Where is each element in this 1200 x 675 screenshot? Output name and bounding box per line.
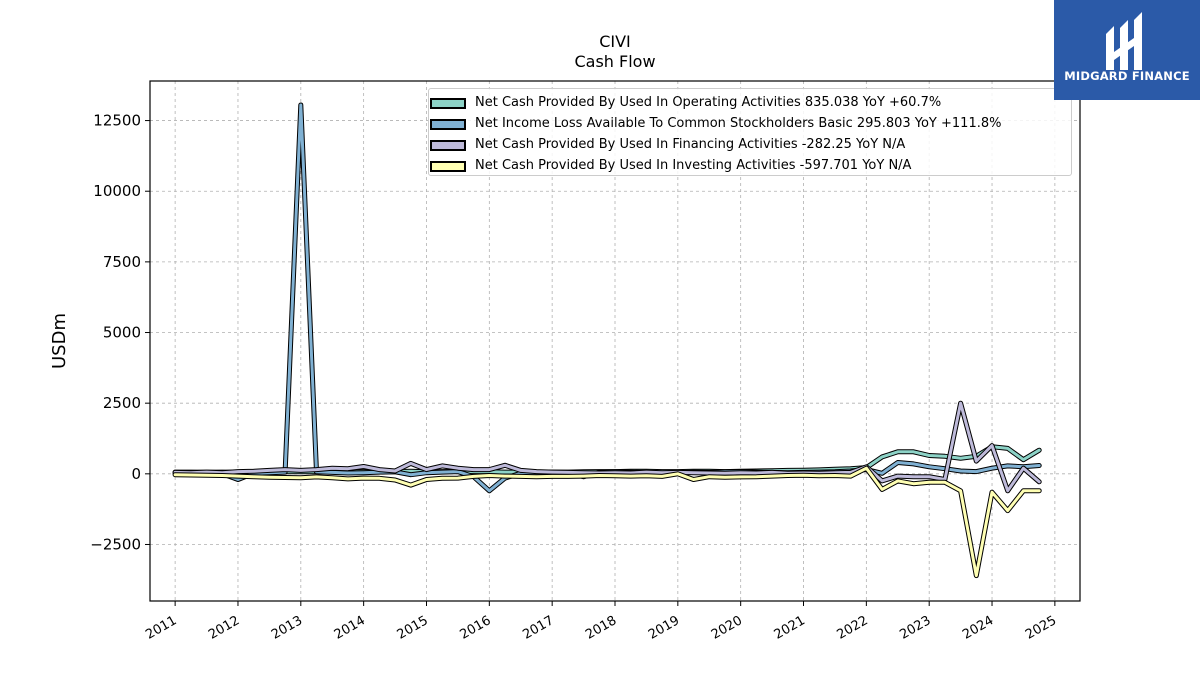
x-tick-label: 2019	[646, 613, 682, 643]
x-tick-label: 2013	[269, 613, 305, 643]
y-tick-label: 2500	[103, 394, 141, 412]
x-tick-label: 2024	[960, 613, 996, 643]
y-tick-label: −2500	[90, 535, 141, 553]
legend-item-financing: Net Cash Provided By Used In Financing A…	[429, 135, 1071, 156]
chart-subtitle: Cash Flow	[574, 52, 656, 71]
x-tick-label: 2025	[1023, 613, 1059, 643]
y-tick-label: 0	[131, 465, 141, 483]
x-tick-label: 2016	[457, 613, 493, 643]
x-tick-label: 2015	[395, 613, 431, 643]
legend-swatch-financing	[430, 140, 466, 151]
x-tick-label: 2018	[583, 613, 619, 643]
y-tick-label: 7500	[103, 253, 141, 271]
chart-title: CIVI	[599, 32, 631, 51]
series-investing	[172, 465, 1042, 579]
chart-legend: Net Cash Provided By Used In Operating A…	[428, 88, 1072, 176]
legend-swatch-net-income	[430, 119, 466, 130]
x-tick-label: 2020	[709, 613, 745, 643]
y-axis-label: USDm	[49, 313, 70, 369]
legend-label-net-income: Net Income Loss Available To Common Stoc…	[475, 116, 1002, 131]
midgard-finance-logo: MIDGARD FINANCE	[1054, 0, 1200, 100]
legend-label-financing: Net Cash Provided By Used In Financing A…	[475, 137, 906, 152]
series-financing	[172, 400, 1042, 494]
logo-text: MIDGARD FINANCE	[1064, 69, 1190, 83]
y-tick-label: 10000	[93, 182, 141, 200]
x-tick-label: 2011	[143, 613, 179, 643]
x-tick-label: 2014	[332, 613, 368, 643]
midgard-logo-icon	[1106, 12, 1142, 70]
legend-item-net-income: Net Income Loss Available To Common Stoc…	[429, 114, 1071, 135]
legend-swatch-operating	[430, 98, 466, 109]
series-line-financing	[173, 401, 1041, 493]
series-line-investing	[173, 466, 1041, 578]
x-tick-label: 2022	[835, 613, 871, 643]
legend-label-operating: Net Cash Provided By Used In Operating A…	[475, 95, 942, 110]
x-tick-label: 2021	[772, 613, 808, 643]
x-tick-label: 2017	[520, 613, 556, 643]
x-tick-label: 2023	[897, 613, 933, 643]
legend-swatch-investing	[430, 161, 466, 172]
legend-label-investing: Net Cash Provided By Used In Investing A…	[475, 158, 912, 173]
legend-item-investing: Net Cash Provided By Used In Investing A…	[429, 156, 1071, 177]
y-tick-label: 12500	[93, 112, 141, 130]
x-tick-label: 2012	[206, 613, 242, 643]
legend-item-operating: Net Cash Provided By Used In Operating A…	[429, 93, 1071, 114]
series-layer	[172, 102, 1042, 579]
y-tick-label: 5000	[103, 324, 141, 342]
